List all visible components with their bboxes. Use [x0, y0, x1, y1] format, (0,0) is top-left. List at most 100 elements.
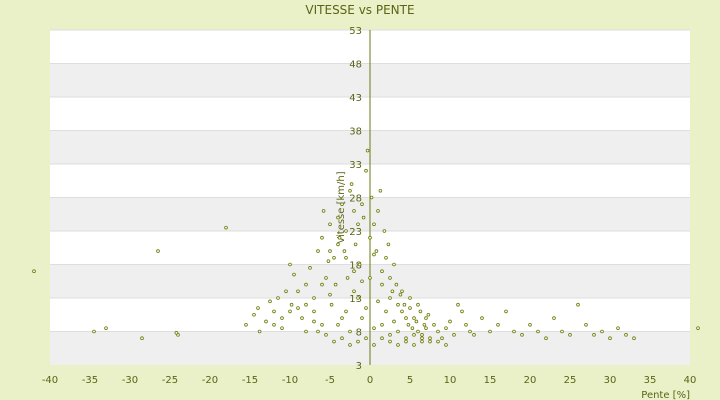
data-point — [140, 336, 144, 341]
data-point — [372, 222, 376, 227]
y-tick-label: 3 — [356, 361, 362, 372]
data-point — [378, 189, 383, 193]
data-point — [280, 316, 284, 320]
data-point — [328, 222, 332, 227]
data-point — [333, 282, 338, 287]
data-point — [382, 229, 387, 233]
x-axis-title: Pente [%] — [641, 390, 690, 400]
x-tick-label: -5 — [325, 375, 335, 386]
x-tick-label: -25 — [162, 375, 178, 386]
data-point — [372, 326, 376, 330]
data-point — [560, 329, 564, 334]
data-point — [316, 249, 320, 253]
data-point — [312, 296, 316, 300]
x-tick-label: -20 — [202, 375, 218, 386]
data-point — [304, 329, 308, 334]
data-point — [396, 302, 400, 307]
chart-title: VITESSE vs PENTE — [305, 3, 415, 17]
x-tick-label: 25 — [564, 375, 577, 386]
data-point — [384, 309, 388, 314]
data-point — [448, 319, 452, 324]
data-point — [444, 326, 448, 330]
data-point — [696, 326, 700, 330]
x-tick-label: -30 — [122, 375, 138, 386]
data-point — [288, 262, 292, 267]
data-point — [616, 326, 620, 330]
data-point — [426, 312, 431, 317]
data-point — [388, 276, 392, 280]
y-tick-label: 38 — [349, 127, 362, 138]
data-point — [404, 316, 408, 320]
data-point — [412, 316, 416, 320]
data-point — [342, 249, 347, 253]
data-point — [440, 336, 444, 341]
y-tick-label: 18 — [349, 261, 362, 272]
data-point — [360, 202, 364, 207]
data-point — [364, 168, 368, 173]
data-point — [320, 235, 324, 240]
data-point — [488, 329, 492, 334]
data-point — [418, 309, 423, 314]
data-point — [436, 339, 440, 344]
data-point — [386, 242, 391, 247]
data-point — [380, 336, 384, 341]
data-point — [568, 333, 572, 337]
data-point — [544, 336, 548, 341]
data-point — [624, 333, 628, 337]
data-point — [268, 299, 272, 304]
y-tick-label: 13 — [349, 294, 362, 305]
data-point — [420, 333, 424, 337]
data-point — [396, 343, 400, 347]
data-point — [376, 299, 380, 304]
data-point — [296, 306, 300, 310]
data-point — [380, 282, 384, 287]
data-point — [412, 333, 416, 337]
data-point — [404, 339, 408, 344]
data-point — [394, 282, 399, 287]
data-point — [360, 316, 364, 320]
data-point — [416, 329, 420, 334]
data-point — [412, 343, 416, 347]
y-tick-label: 8 — [356, 328, 362, 339]
data-point — [552, 316, 556, 320]
data-point — [374, 249, 379, 253]
data-point — [410, 326, 415, 330]
data-point — [392, 262, 396, 267]
data-point — [422, 322, 427, 327]
data-point — [384, 255, 388, 260]
data-point — [352, 269, 356, 274]
data-point — [336, 322, 340, 327]
data-point — [360, 279, 364, 284]
data-point — [432, 322, 436, 327]
data-point — [460, 309, 464, 314]
x-tick-label: 15 — [484, 375, 497, 386]
data-point — [398, 292, 403, 297]
data-point — [365, 148, 370, 153]
data-point — [332, 339, 336, 344]
data-point — [320, 282, 324, 287]
data-point — [404, 336, 408, 341]
data-point — [388, 333, 392, 337]
data-point — [288, 309, 292, 314]
data-point — [312, 309, 316, 314]
data-point — [576, 302, 580, 307]
data-point — [320, 322, 324, 327]
data-point — [328, 292, 332, 297]
data-point — [361, 215, 366, 220]
data-point — [357, 262, 362, 267]
data-point — [324, 333, 328, 337]
x-tick-label: 5 — [407, 375, 413, 386]
data-point — [472, 333, 476, 337]
data-point — [316, 329, 320, 334]
data-point — [400, 289, 404, 294]
data-point — [600, 329, 604, 334]
data-point — [380, 322, 384, 327]
data-point — [336, 215, 340, 220]
data-point — [380, 269, 384, 274]
data-point — [92, 329, 96, 334]
data-point — [424, 326, 428, 330]
data-point — [592, 333, 596, 337]
data-point — [368, 235, 372, 240]
data-point — [414, 319, 419, 324]
data-point — [340, 202, 344, 207]
